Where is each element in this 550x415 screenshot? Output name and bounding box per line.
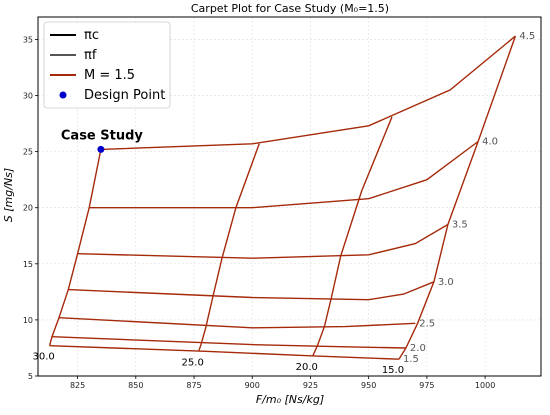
pi-c-label: 20.0 — [296, 362, 318, 373]
plot-frame — [37, 16, 542, 377]
pi-c-label: 15.0 — [382, 365, 404, 376]
chart-title: Carpet Plot for Case Study (M₀=1.5) — [191, 2, 389, 15]
curves — [48, 35, 517, 360]
legend-box — [43, 21, 171, 109]
legend-label: πc — [84, 28, 99, 43]
pi-c-label: 25.0 — [182, 357, 204, 368]
design-point-marker — [97, 145, 105, 153]
pi-f-curve-3.0 — [68, 281, 435, 301]
legend: πc πf M = 1.5 Design Point — [43, 21, 171, 109]
x-tick-label: 950 — [361, 381, 376, 390]
x-tick-label: 850 — [128, 381, 143, 390]
x-tick-label: 975 — [419, 381, 434, 390]
pi-f-curve-4.5 — [100, 35, 516, 151]
pi-f-label: 2.0 — [410, 343, 426, 354]
design-point-annotation: Case Study — [61, 128, 144, 143]
pi-f-label: 3.5 — [452, 220, 468, 231]
pi-c-curve-25.0 — [198, 143, 260, 352]
axis-ticks: 825 850 875 900 925 950 975 1000 5 10 15 20 25 30 35 — [23, 35, 495, 390]
pi-f-curve-2.5 — [58, 317, 416, 329]
pi-f-curve-3.5 — [77, 223, 449, 259]
pi-f-label: 2.5 — [419, 318, 435, 329]
legend-label: Design Point — [84, 88, 165, 103]
x-tick-label: 825 — [70, 381, 85, 390]
pi-f-label: 4.0 — [482, 137, 498, 148]
y-tick-label: 5 — [28, 372, 33, 381]
pi-f-label: 4.5 — [519, 31, 535, 42]
pi-c-curve-20.0 — [312, 116, 393, 357]
y-axis-label: S [mg/Ns] — [2, 168, 15, 222]
curve-labels: 4.5 4.0 3.5 3.0 2.5 2.01.5 30.0 25.0 20.0 15.0 Cas… — [33, 31, 536, 376]
pi-f-curve-2.0 — [51, 336, 406, 349]
x-tick-label: 1000 — [475, 381, 495, 390]
pi-c-curve-15.0 — [398, 35, 517, 360]
legend-marker — [59, 91, 67, 99]
y-tick-label: 15 — [23, 260, 33, 269]
pi-f-label: 1.5 — [403, 354, 419, 365]
y-tick-label: 30 — [23, 92, 33, 101]
legend-label: πf — [84, 48, 97, 63]
legend-label: M = 1.5 — [84, 68, 135, 83]
pi-f-curve-4.0 — [89, 140, 479, 209]
x-tick-label: 900 — [245, 381, 260, 390]
pi-f-label: 3.0 — [438, 277, 454, 288]
x-tick-label: 925 — [303, 381, 318, 390]
y-tick-label: 20 — [23, 204, 33, 213]
pi-c-curve-30.0 — [48, 149, 102, 346]
x-tick-label: 875 — [186, 381, 201, 390]
pi-c-label: 30.0 — [33, 352, 55, 363]
x-axis-label: F/m₀ [Ns/kg] — [256, 393, 324, 406]
y-tick-label: 35 — [23, 35, 33, 44]
pi-f-curve-1.5 — [49, 345, 399, 360]
y-tick-label: 10 — [23, 316, 33, 325]
y-tick-label: 25 — [23, 148, 33, 157]
